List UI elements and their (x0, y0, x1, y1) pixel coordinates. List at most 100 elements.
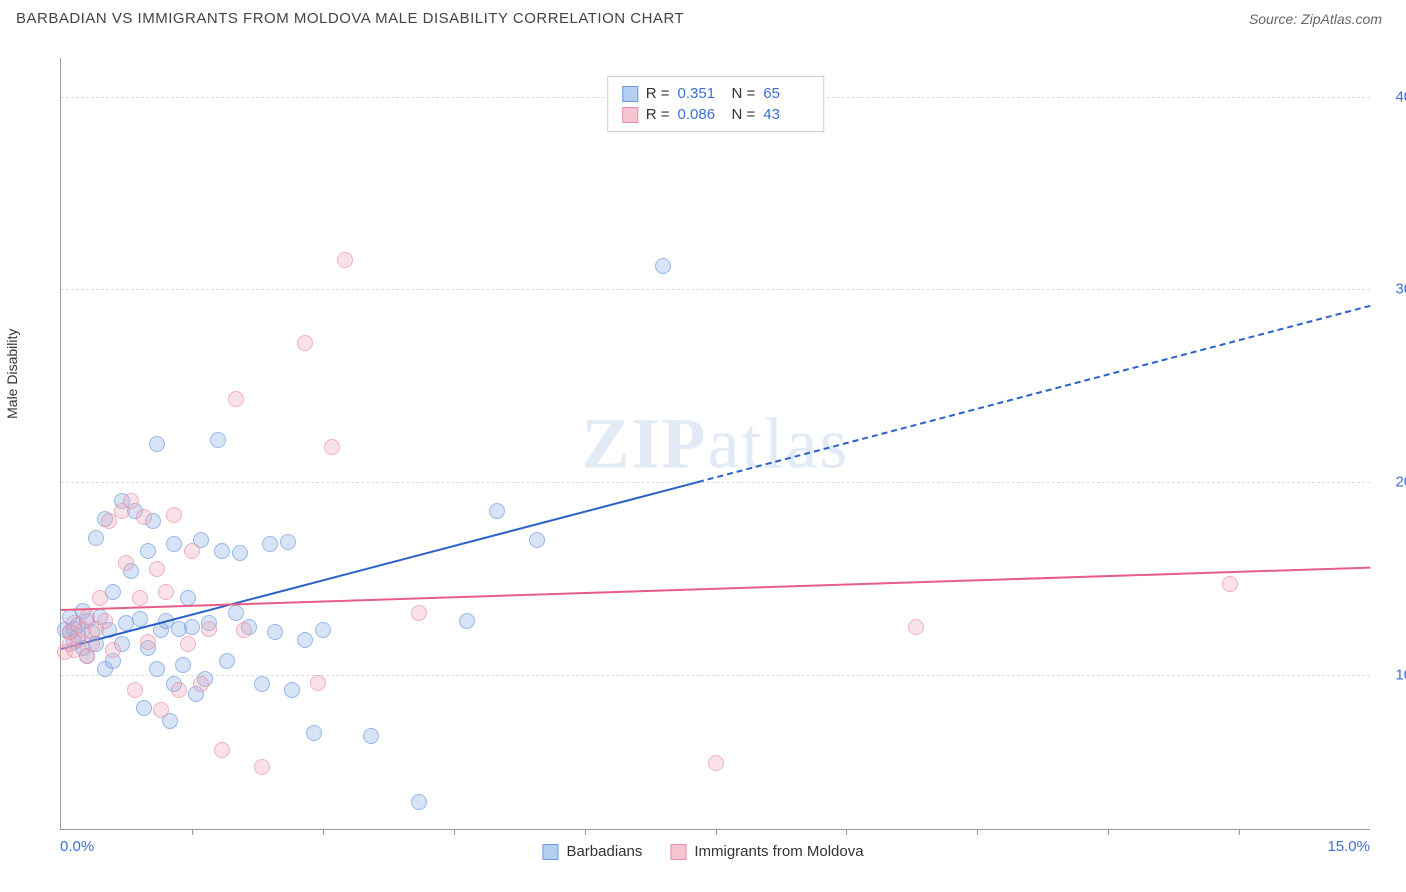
legend-label: Immigrants from Moldova (694, 843, 863, 860)
y-tick-label: 20.0% (1378, 474, 1406, 491)
data-point (201, 621, 217, 637)
gridline (61, 289, 1370, 290)
data-point (123, 493, 139, 509)
data-point (97, 613, 113, 629)
n-label: N = (732, 85, 756, 102)
data-point (92, 590, 108, 606)
legend-label: Barbadians (566, 843, 642, 860)
n-label: N = (732, 106, 756, 123)
x-tick-mark (1239, 829, 1240, 835)
data-point (140, 543, 156, 559)
correlation-row: R = 0.351 N = 65 (622, 83, 810, 104)
y-tick-label: 30.0% (1378, 281, 1406, 298)
data-point (210, 432, 226, 448)
data-point (184, 543, 200, 559)
data-point (297, 632, 313, 648)
chart-container: Male Disability ZIPatlas R = 0.351 N = 6… (16, 40, 1390, 872)
data-point (280, 534, 296, 550)
swatch-icon (622, 86, 638, 102)
correlation-legend: R = 0.351 N = 65 R = 0.086 N = 43 (607, 76, 825, 132)
gridline (61, 482, 1370, 483)
data-point (411, 794, 427, 810)
data-point (529, 532, 545, 548)
n-value: 65 (763, 85, 809, 102)
chart-title: BARBADIAN VS IMMIGRANTS FROM MOLDOVA MAL… (16, 10, 684, 27)
data-point (127, 682, 143, 698)
watermark: ZIPatlas (582, 402, 850, 485)
data-point (262, 536, 278, 552)
data-point (118, 555, 134, 571)
chart-source: Source: ZipAtlas.com (1249, 11, 1382, 27)
data-point (88, 530, 104, 546)
legend-item: Barbadians (542, 843, 642, 860)
x-tick-label: 15.0% (1327, 838, 1370, 855)
data-point (84, 636, 100, 652)
data-point (363, 728, 379, 744)
swatch-icon (622, 107, 638, 123)
data-point (149, 561, 165, 577)
data-point (105, 642, 121, 658)
r-label: R = (646, 85, 670, 102)
data-point (166, 507, 182, 523)
data-point (214, 543, 230, 559)
swatch-icon (542, 844, 558, 860)
data-point (149, 436, 165, 452)
data-point (489, 503, 505, 519)
y-axis-label: Male Disability (4, 329, 20, 419)
r-label: R = (646, 106, 670, 123)
x-tick-mark (1108, 829, 1109, 835)
data-point (180, 636, 196, 652)
data-point (149, 661, 165, 677)
bottom-legend: Barbadians Immigrants from Moldova (542, 843, 863, 860)
data-point (140, 634, 156, 650)
data-point (228, 605, 244, 621)
data-point (310, 675, 326, 691)
data-point (459, 613, 475, 629)
data-point (297, 335, 313, 351)
data-point (166, 536, 182, 552)
r-value: 0.351 (678, 85, 724, 102)
data-point (708, 755, 724, 771)
data-point (136, 509, 152, 525)
trend-line (61, 567, 1370, 611)
data-point (214, 742, 230, 758)
data-point (411, 605, 427, 621)
data-point (315, 622, 331, 638)
data-point (1222, 576, 1238, 592)
data-point (908, 619, 924, 635)
r-value: 0.086 (678, 106, 724, 123)
x-tick-mark (846, 829, 847, 835)
data-point (284, 682, 300, 698)
data-point (153, 702, 169, 718)
x-tick-label: 0.0% (60, 838, 94, 855)
data-point (193, 676, 209, 692)
data-point (306, 725, 322, 741)
data-point (219, 653, 235, 669)
data-point (337, 252, 353, 268)
data-point (232, 545, 248, 561)
data-point (254, 759, 270, 775)
data-point (180, 590, 196, 606)
data-point (655, 258, 671, 274)
data-point (158, 584, 174, 600)
data-point (267, 624, 283, 640)
data-point (171, 682, 187, 698)
x-tick-mark (323, 829, 324, 835)
gridline (61, 675, 1370, 676)
data-point (324, 439, 340, 455)
swatch-icon (670, 844, 686, 860)
legend-item: Immigrants from Moldova (670, 843, 863, 860)
data-point (236, 622, 252, 638)
trend-line (698, 305, 1370, 483)
data-point (175, 657, 191, 673)
x-tick-mark (192, 829, 193, 835)
data-point (254, 676, 270, 692)
x-tick-mark (977, 829, 978, 835)
data-point (228, 391, 244, 407)
data-point (132, 611, 148, 627)
n-value: 43 (763, 106, 809, 123)
x-tick-mark (585, 829, 586, 835)
y-tick-label: 10.0% (1378, 666, 1406, 683)
data-point (184, 619, 200, 635)
y-tick-label: 40.0% (1378, 88, 1406, 105)
